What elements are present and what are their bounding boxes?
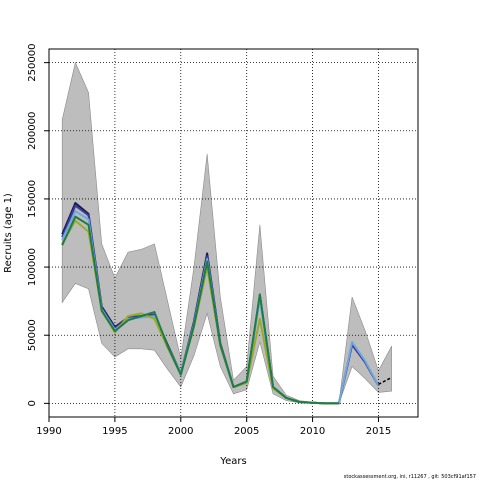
x-axis: 1990 1995 2000 2005 2010 2015	[36, 417, 391, 437]
x-tick-label: 2005	[234, 426, 259, 437]
confidence-band	[61, 61, 392, 404]
x-tick-label: 1995	[102, 426, 127, 437]
y-axis-label: Recruits (age 1)	[3, 193, 14, 273]
x-tick-label: 2010	[300, 426, 325, 437]
y-tick-label: 0	[27, 400, 38, 406]
y-tick-label: 100000	[27, 248, 38, 286]
plot-frame	[48, 48, 419, 418]
y-tick-label: 50000	[27, 319, 38, 351]
confidence-band-layer	[61, 61, 392, 404]
footer-text: stockassessment.org, ini, r11267 , git: …	[343, 474, 476, 480]
x-axis-label: Years	[219, 456, 246, 467]
x-tick-label: 2015	[366, 426, 391, 437]
series-layer	[61, 202, 392, 405]
y-axis: 0 50000 100000 150000 200000 250000	[27, 44, 49, 407]
y-tick-label: 250000	[27, 44, 38, 82]
series-line	[61, 215, 339, 405]
x-tick-label: 1990	[36, 426, 61, 437]
y-tick-label: 150000	[27, 180, 38, 218]
series-line	[378, 376, 392, 385]
y-tick-label: 200000	[27, 112, 38, 150]
x-tick-label: 2000	[168, 426, 193, 437]
